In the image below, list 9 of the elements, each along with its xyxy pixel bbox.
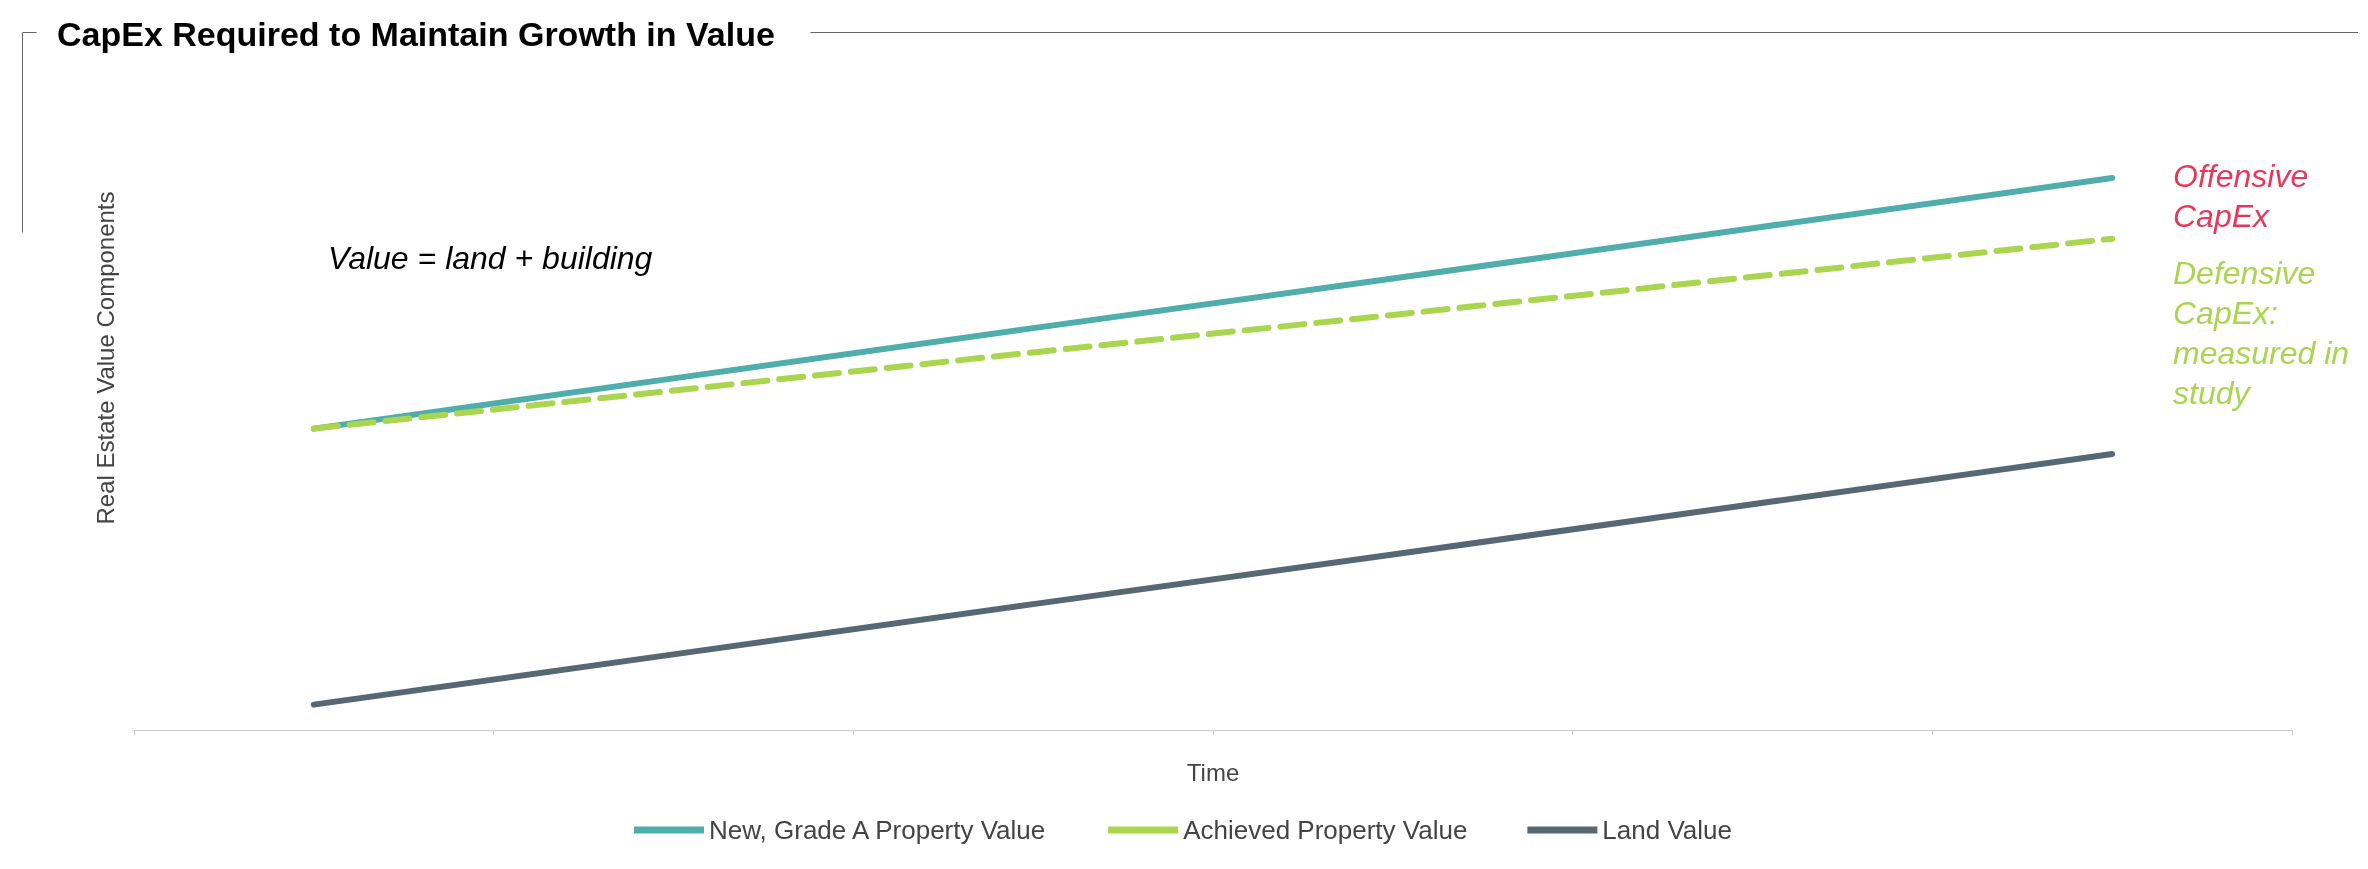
x-axis-title: Time	[1186, 758, 1240, 786]
annotation: Offensive CapEx	[2173, 158, 2318, 234]
legend-label: Achieved Property Value	[1183, 815, 1468, 845]
legend-label: Land Value	[1602, 815, 1733, 845]
annotation: Defensive CapEx: measured in study	[2173, 255, 2358, 411]
y-axis-title: Real Estate Value Components	[91, 191, 119, 525]
chart-title: CapEx Required to Maintain Growth in Value	[57, 15, 775, 53]
legend-label: New, Grade A Property Value	[709, 815, 1046, 845]
annotation: Value = land + building	[328, 240, 653, 276]
